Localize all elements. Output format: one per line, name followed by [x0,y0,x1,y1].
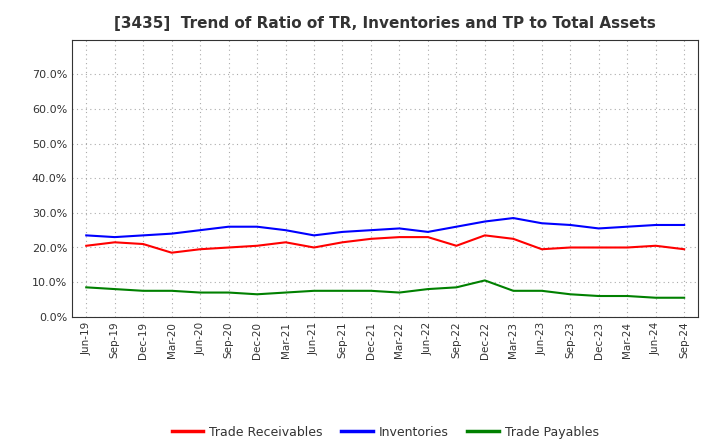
Inventories [338,229,347,235]
Trade Receivables [253,243,261,249]
Trade Receivables [110,240,119,245]
Inventories [480,219,489,224]
Trade Payables [82,285,91,290]
Line: Trade Payables: Trade Payables [86,280,684,298]
Trade Receivables [310,245,318,250]
Trade Payables [139,288,148,293]
Trade Receivables [480,233,489,238]
Trade Receivables [282,240,290,245]
Trade Receivables [566,245,575,250]
Trade Payables [480,278,489,283]
Inventories [595,226,603,231]
Trade Payables [395,290,404,295]
Trade Receivables [338,240,347,245]
Inventories [167,231,176,236]
Inventories [225,224,233,229]
Trade Payables [680,295,688,301]
Trade Payables [225,290,233,295]
Inventories [537,220,546,226]
Trade Receivables [167,250,176,255]
Trade Payables [623,293,631,299]
Inventories [423,229,432,235]
Trade Payables [366,288,375,293]
Trade Payables [452,285,461,290]
Line: Trade Receivables: Trade Receivables [86,235,684,253]
Trade Payables [253,292,261,297]
Inventories [509,216,518,221]
Inventories [282,227,290,233]
Inventories [395,226,404,231]
Trade Receivables [509,236,518,242]
Trade Payables [537,288,546,293]
Trade Payables [509,288,518,293]
Trade Payables [566,292,575,297]
Trade Receivables [366,236,375,242]
Trade Payables [110,286,119,292]
Inventories [196,227,204,233]
Trade Receivables [652,243,660,249]
Inventories [652,222,660,227]
Inventories [110,235,119,240]
Trade Payables [652,295,660,301]
Inventories [310,233,318,238]
Trade Receivables [82,243,91,249]
Trade Receivables [395,235,404,240]
Inventories [366,227,375,233]
Inventories [82,233,91,238]
Trade Payables [282,290,290,295]
Trade Receivables [595,245,603,250]
Trade Payables [338,288,347,293]
Inventories [566,222,575,227]
Trade Receivables [680,246,688,252]
Inventories [452,224,461,229]
Trade Receivables [623,245,631,250]
Trade Receivables [452,243,461,249]
Title: [3435]  Trend of Ratio of TR, Inventories and TP to Total Assets: [3435] Trend of Ratio of TR, Inventories… [114,16,656,32]
Trade Payables [423,286,432,292]
Inventories [139,233,148,238]
Trade Receivables [537,246,546,252]
Trade Payables [167,288,176,293]
Legend: Trade Receivables, Inventories, Trade Payables: Trade Receivables, Inventories, Trade Pa… [166,421,604,440]
Inventories [623,224,631,229]
Trade Receivables [423,235,432,240]
Line: Inventories: Inventories [86,218,684,237]
Trade Payables [595,293,603,299]
Trade Payables [196,290,204,295]
Trade Receivables [225,245,233,250]
Inventories [253,224,261,229]
Trade Receivables [196,246,204,252]
Trade Payables [310,288,318,293]
Inventories [680,222,688,227]
Trade Receivables [139,242,148,247]
